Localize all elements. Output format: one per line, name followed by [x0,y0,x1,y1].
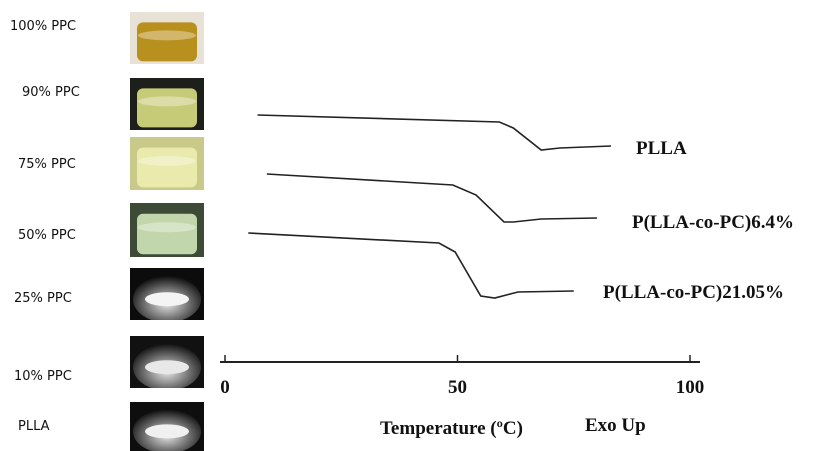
photo [130,203,204,257]
vial-top [138,96,196,107]
x-tick-label: 100 [676,377,705,398]
series-label: PLLA [636,138,687,159]
vial [137,147,197,188]
photo [130,78,204,130]
x-tick-label: 0 [220,377,230,398]
series-label: P(LLA-co-PC)6.4% [632,212,794,233]
series-label: P(LLA-co-PC)21.05% [603,282,784,303]
photo-label: 75% PPC [18,157,76,172]
photo-label: PLLA [18,419,50,434]
photo-label: 90% PPC [22,85,80,100]
photo-label: 25% PPC [14,291,72,306]
x-tick-label: 50 [448,377,467,398]
photo [130,402,204,451]
vial-top [138,155,196,166]
annotation: Exo Up [585,415,646,436]
flakes [145,424,189,439]
photo [130,12,204,64]
curve [257,114,611,151]
vial [137,22,197,62]
curve [248,232,574,299]
vial-top [138,222,196,233]
photo-label: 10% PPC [14,369,72,384]
curve [266,173,598,223]
flakes [145,292,189,307]
photo [130,336,204,391]
flakes [145,360,189,375]
vial [137,213,197,255]
photo [130,137,204,190]
photo-label: 100% PPC [10,19,76,34]
photo [130,268,204,323]
photo-label: 50% PPC [18,228,76,243]
x-axis-title: Temperature (ºC) [380,418,523,439]
vial [137,88,197,128]
vial-top [138,30,196,41]
